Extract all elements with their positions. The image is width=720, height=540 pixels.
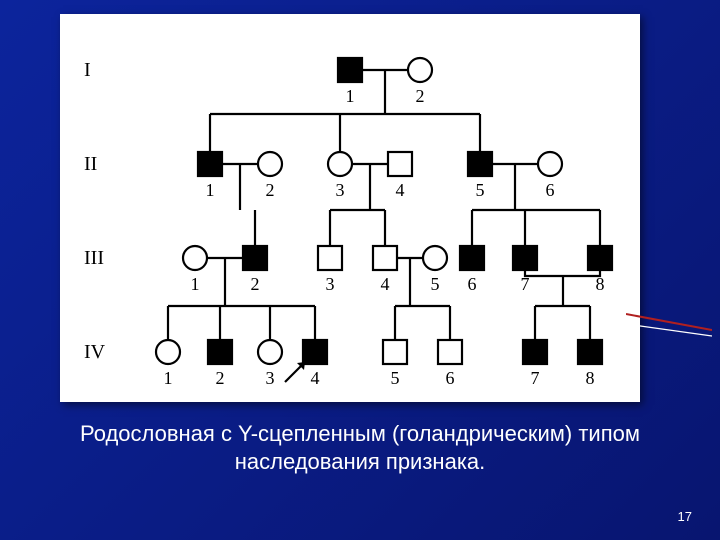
svg-text:I: I — [84, 59, 91, 81]
svg-text:7: 7 — [521, 274, 530, 294]
svg-text:8: 8 — [596, 274, 605, 294]
svg-text:IV: IV — [84, 341, 106, 363]
svg-text:2: 2 — [216, 368, 225, 388]
pedigree-panel: I 1 2 II 1 2 3 4 5 6 III 1 2 3 4 5 6 7 8 IV 1 2 3 4 5 6 7 8 — [60, 14, 640, 402]
svg-text:6: 6 — [546, 180, 555, 200]
svg-text:8: 8 — [586, 368, 595, 388]
svg-text:4: 4 — [311, 368, 320, 388]
svg-text:2: 2 — [266, 180, 275, 200]
svg-text:4: 4 — [381, 274, 390, 294]
svg-text:1: 1 — [191, 274, 200, 294]
svg-text:II: II — [84, 153, 97, 175]
svg-text:1: 1 — [164, 368, 173, 388]
svg-text:3: 3 — [336, 180, 345, 200]
svg-text:2: 2 — [251, 274, 260, 294]
page-number: 17 — [678, 509, 692, 524]
caption: Родословная с Y-сцепленным (голандрическ… — [0, 420, 720, 475]
svg-text:5: 5 — [476, 180, 485, 200]
svg-text:III: III — [84, 247, 104, 269]
svg-text:4: 4 — [396, 180, 405, 200]
svg-text:3: 3 — [326, 274, 335, 294]
svg-text:6: 6 — [446, 368, 455, 388]
svg-text:5: 5 — [391, 368, 400, 388]
svg-text:1: 1 — [206, 180, 215, 200]
svg-text:1: 1 — [346, 86, 355, 106]
svg-text:6: 6 — [468, 274, 477, 294]
caption-line2: наследования признака. — [235, 449, 486, 474]
svg-text:3: 3 — [266, 368, 275, 388]
slide: I 1 2 II 1 2 3 4 5 6 III 1 2 3 4 5 6 7 8 IV 1 2 3 4 5 6 7 8 Родосло… — [0, 0, 720, 540]
caption-line1: Родословная с Y-сцепленным (голандрическ… — [80, 421, 640, 446]
svg-text:7: 7 — [531, 368, 540, 388]
svg-text:5: 5 — [431, 274, 440, 294]
pedigree-svg: I 1 2 II 1 2 3 4 5 6 III 1 2 3 4 5 6 7 8 IV 1 2 3 4 5 6 7 8 — [60, 14, 640, 402]
svg-text:2: 2 — [416, 86, 425, 106]
